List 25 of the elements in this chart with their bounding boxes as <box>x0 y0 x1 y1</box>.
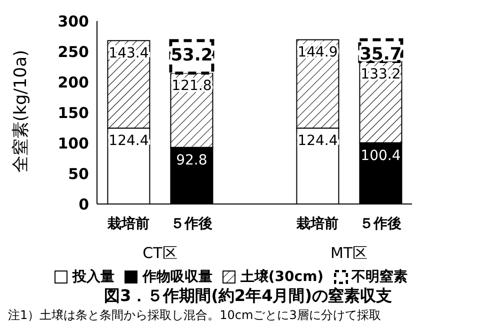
x-tick-label: 栽培前 <box>106 214 150 232</box>
x-tick-label: ５作後 <box>170 216 212 232</box>
data-label: 124.4 <box>108 133 149 150</box>
y-tick-label: 200 <box>58 73 89 92</box>
text: MT区 <box>329 244 369 263</box>
legend-label: 投入量 <box>71 268 114 286</box>
y-tick-label: 0 <box>78 195 89 214</box>
legend-label: 作物吸収量 <box>141 268 212 286</box>
y-tick-label: 100 <box>58 134 89 152</box>
data-label: 92.8 <box>176 152 208 168</box>
text: 図3．５作期間(約2年4月間)の窒素収支 <box>102 286 394 307</box>
y-tick-label: 300 <box>58 12 89 30</box>
data-label: 53.2 <box>170 46 213 66</box>
text: CT区 <box>142 244 178 263</box>
y-tick-label: 150 <box>58 104 89 122</box>
y-tick-label: 250 <box>58 42 89 61</box>
x-tick-label: 栽培前 <box>296 214 338 232</box>
data-label: 100.4 <box>360 148 401 164</box>
legend-label: 不明窒素 <box>350 268 408 286</box>
x-tick-label: ５作後 <box>360 216 402 232</box>
text: 注1）土壌は条と条間から採取し混合。10cmごとに3層に分けて採取 <box>8 307 382 324</box>
y-tick-label: 50 <box>68 164 89 183</box>
data-label: 124.4 <box>298 133 338 150</box>
legend-label: 土壌(30cm) <box>239 268 324 286</box>
y-axis-title: 全窒素(kg/10a) <box>11 50 32 172</box>
